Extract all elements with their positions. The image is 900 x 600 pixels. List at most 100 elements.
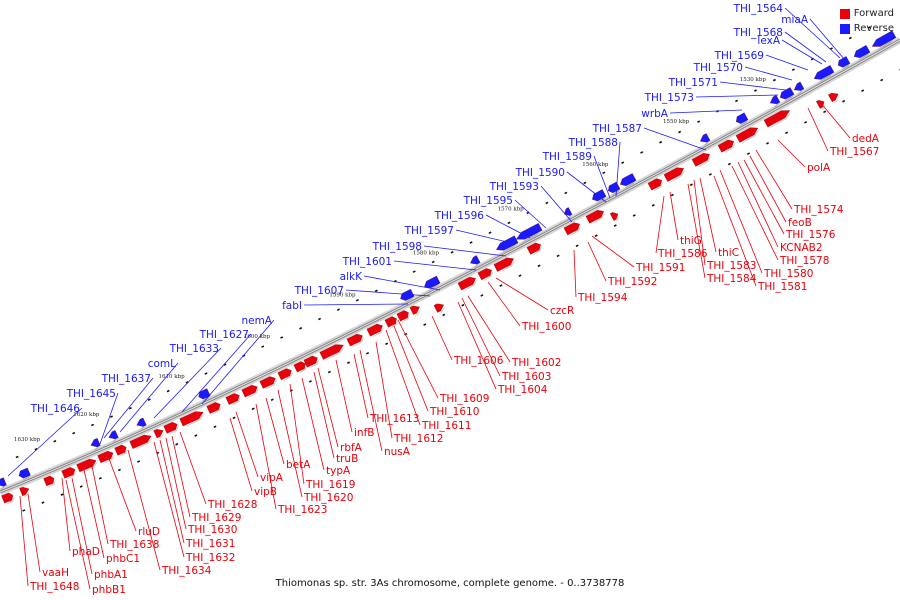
gene-label[interactable]: lexA: [757, 35, 780, 47]
reverse-gene[interactable]: [813, 65, 835, 80]
forward-gene[interactable]: [19, 486, 30, 497]
gene-label[interactable]: rluD: [138, 526, 160, 538]
gene-label[interactable]: THI_1580: [763, 268, 813, 280]
reverse-gene[interactable]: [0, 477, 7, 487]
gene-label[interactable]: thiC: [718, 247, 739, 259]
forward-gene[interactable]: [163, 422, 178, 434]
forward-gene[interactable]: [1, 492, 14, 504]
gene-label[interactable]: THI_1637: [101, 373, 151, 385]
gene-label[interactable]: THI_1646: [30, 403, 81, 415]
gene-label[interactable]: THI_1638: [109, 539, 159, 551]
gene-label[interactable]: THI_1584: [706, 273, 757, 285]
forward-gene[interactable]: [76, 458, 97, 473]
forward-gene[interactable]: [409, 305, 420, 315]
gene-label[interactable]: THI_1597: [404, 225, 454, 237]
gene-label[interactable]: phbB1: [92, 584, 126, 596]
gene-label[interactable]: betA: [286, 459, 311, 471]
reverse-gene[interactable]: [592, 189, 607, 202]
gene-label[interactable]: polA: [807, 162, 831, 174]
gene-label[interactable]: THI_1645: [66, 388, 116, 400]
gene-label[interactable]: dedA: [852, 133, 880, 145]
gene-label[interactable]: THI_1590: [515, 167, 565, 179]
forward-gene[interactable]: [114, 444, 127, 456]
gene-label[interactable]: phbC1: [106, 553, 140, 565]
gene-label[interactable]: thiG: [680, 235, 702, 247]
forward-gene[interactable]: [647, 178, 662, 191]
reverse-gene[interactable]: [871, 30, 897, 47]
reverse-gene[interactable]: [516, 223, 543, 240]
gene-label[interactable]: THI_1604: [497, 384, 548, 396]
gene-label[interactable]: THI_1574: [793, 204, 844, 216]
gene-label[interactable]: THI_1628: [207, 499, 257, 511]
reverse-gene[interactable]: [564, 207, 573, 216]
gene-label[interactable]: THI_1570: [693, 62, 743, 74]
gene-label[interactable]: THI_1648: [29, 581, 79, 593]
forward-gene[interactable]: [97, 450, 114, 464]
reverse-gene[interactable]: [608, 181, 621, 194]
gene-label[interactable]: THI_1619: [305, 479, 355, 491]
gene-label[interactable]: THI_1613: [369, 413, 419, 425]
gene-label[interactable]: fabI: [282, 300, 302, 312]
gene-label[interactable]: THI_1602: [511, 357, 561, 369]
gene-label[interactable]: THI_1569: [714, 50, 764, 62]
reverse-gene[interactable]: [470, 255, 481, 265]
forward-gene[interactable]: [179, 411, 204, 427]
gene-label[interactable]: THI_1634: [161, 565, 212, 577]
gene-label[interactable]: THI_1568: [733, 27, 783, 39]
reverse-gene[interactable]: [769, 94, 781, 105]
reverse-gene[interactable]: [699, 133, 711, 143]
gene-label[interactable]: THI_1606: [453, 355, 504, 367]
gene-label[interactable]: THI_1573: [644, 92, 694, 104]
gene-label[interactable]: THI_1612: [393, 433, 443, 445]
gene-label[interactable]: THI_1629: [191, 512, 241, 524]
forward-gene[interactable]: [717, 139, 735, 153]
gene-label[interactable]: THI_1578: [779, 255, 829, 267]
reverse-gene[interactable]: [735, 112, 749, 124]
forward-gene[interactable]: [225, 393, 240, 405]
gene-label[interactable]: THI_1581: [757, 281, 807, 293]
gene-label[interactable]: THI_1593: [489, 181, 539, 193]
forward-gene[interactable]: [609, 212, 619, 221]
gene-label[interactable]: THI_1564: [733, 3, 784, 15]
gene-label[interactable]: THI_1633: [169, 343, 219, 355]
gene-label[interactable]: miaA: [781, 14, 809, 26]
gene-label[interactable]: THI_1583: [706, 260, 756, 272]
forward-gene[interactable]: [277, 368, 292, 381]
reverse-gene[interactable]: [620, 173, 637, 186]
forward-gene[interactable]: [384, 316, 397, 328]
forward-gene[interactable]: [206, 402, 221, 414]
forward-gene[interactable]: [433, 303, 444, 313]
gene-label[interactable]: THI_1595: [463, 195, 513, 207]
gene-label[interactable]: KCNAB2: [780, 242, 823, 254]
gene-label[interactable]: THI_1586: [657, 248, 708, 260]
gene-label[interactable]: THI_1598: [372, 241, 422, 253]
gene-label[interactable]: THI_1631: [185, 538, 235, 550]
gene-label[interactable]: wrbA: [641, 108, 669, 120]
forward-gene[interactable]: [585, 210, 604, 224]
forward-gene[interactable]: [493, 257, 514, 272]
gene-label[interactable]: THI_1587: [592, 123, 642, 135]
gene-label[interactable]: vipA: [260, 472, 284, 484]
gene-label[interactable]: phaD: [72, 546, 100, 558]
forward-gene[interactable]: [319, 344, 344, 360]
gene-label[interactable]: THI_1567: [829, 146, 879, 158]
gene-label[interactable]: THI_1588: [568, 137, 618, 149]
reverse-gene[interactable]: [108, 430, 119, 440]
gene-label[interactable]: THI_1630: [187, 524, 237, 536]
forward-gene[interactable]: [691, 153, 711, 167]
gene-label[interactable]: THI_1576: [785, 229, 836, 241]
gene-label[interactable]: nusA: [384, 446, 411, 458]
forward-gene[interactable]: [43, 475, 55, 487]
gene-label[interactable]: THI_1632: [185, 552, 235, 564]
gene-label[interactable]: THI_1620: [303, 492, 353, 504]
gene-label[interactable]: THI_1627: [199, 329, 249, 341]
reverse-gene[interactable]: [136, 417, 147, 427]
forward-gene[interactable]: [396, 310, 409, 322]
forward-gene[interactable]: [293, 361, 306, 373]
gene-label[interactable]: THI_1600: [521, 321, 571, 333]
gene-label[interactable]: THI_1594: [577, 292, 628, 304]
forward-gene[interactable]: [526, 242, 541, 255]
gene-label[interactable]: THI_1592: [607, 276, 657, 288]
gene-label[interactable]: THI_1607: [294, 285, 344, 297]
forward-gene[interactable]: [259, 376, 276, 389]
